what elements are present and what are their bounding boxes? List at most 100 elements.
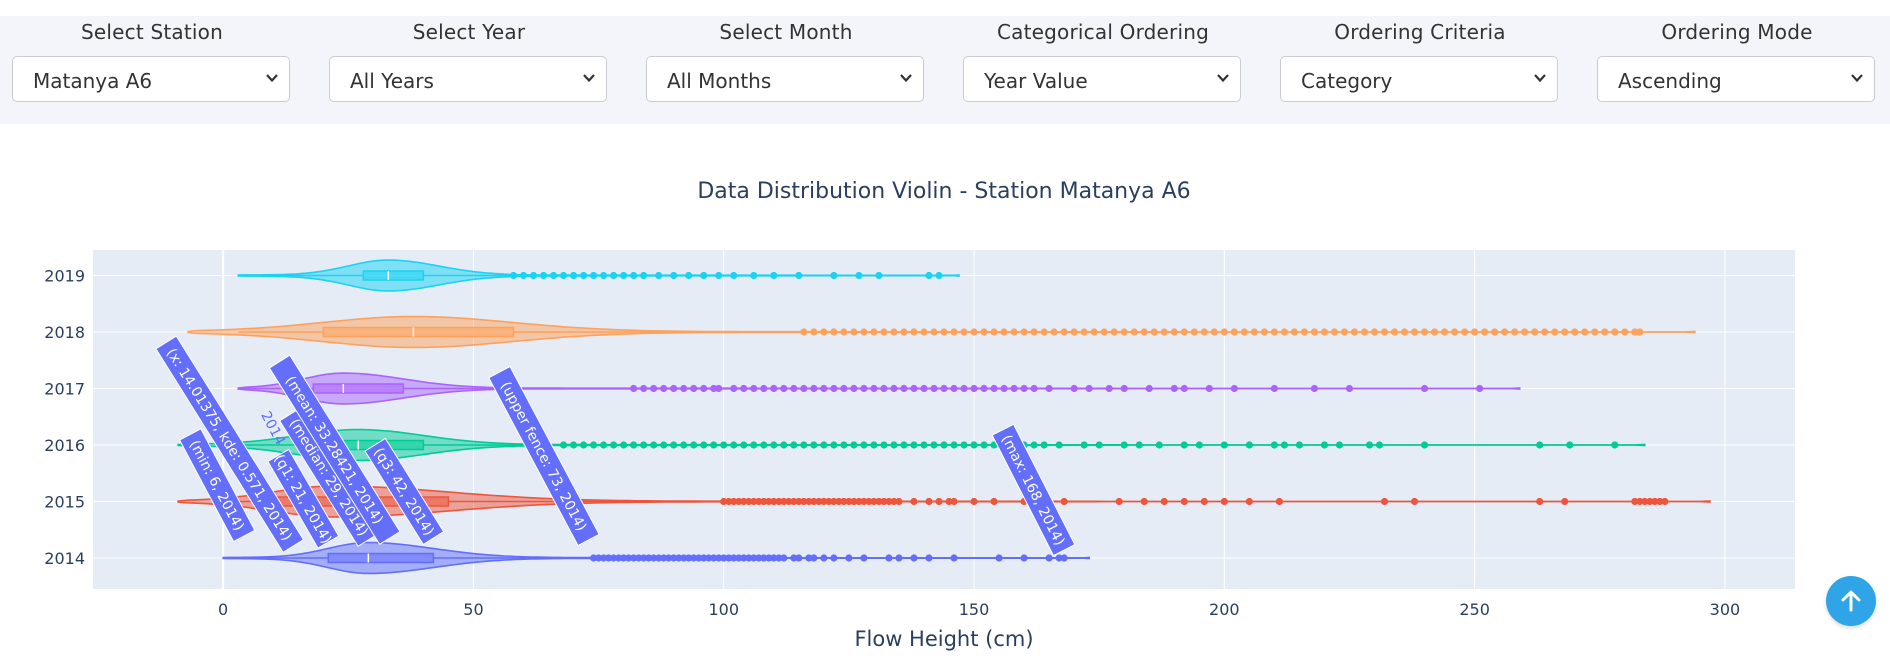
outlier-point: [1000, 328, 1008, 336]
outlier-point: [850, 441, 858, 449]
outlier-point: [1320, 328, 1329, 336]
outlier-point: [509, 271, 518, 280]
outlier-point: [765, 497, 773, 506]
x-tick-label: 250: [1459, 600, 1490, 619]
violins: [177, 259, 1711, 575]
outlier-point: [800, 497, 808, 506]
outlier-point: [760, 441, 768, 449]
outlier-point: [755, 497, 763, 506]
outlier-point: [1511, 328, 1519, 336]
year-select[interactable]: All Years: [329, 56, 607, 102]
outlier-point: [740, 441, 748, 449]
outlier-point: [680, 441, 688, 449]
outlier-point: [1491, 328, 1499, 336]
outlier-point: [1080, 328, 1088, 336]
y-tick-label: 2017: [44, 380, 85, 399]
station-select[interactable]: Matanya A6: [12, 56, 290, 102]
outlier-point: [995, 554, 1003, 562]
outlier-point: [740, 497, 748, 506]
outlier-point: [1380, 497, 1389, 506]
outlier-point: [1205, 384, 1213, 393]
outlier-point: [1330, 328, 1339, 336]
outlier-point: [810, 441, 818, 449]
outlier-point: [1275, 497, 1283, 506]
outlier-point: [600, 554, 608, 562]
chevron-down-icon: [900, 74, 912, 83]
ordering-criteria-select[interactable]: Category: [1280, 56, 1558, 102]
outlier-point: [780, 497, 788, 506]
outlier-point: [625, 554, 633, 562]
outlier-point: [940, 384, 948, 393]
categorical-ordering-value: Year Value: [984, 69, 1088, 93]
outlier-point: [1030, 328, 1038, 336]
outlier-point: [820, 554, 828, 562]
outlier-point: [1360, 328, 1369, 336]
outlier-point: [755, 554, 763, 562]
outlier-point: [690, 384, 698, 393]
station-select-value: Matanya A6: [33, 69, 153, 93]
outlier-point: [970, 328, 978, 336]
scroll-to-top-button[interactable]: [1826, 576, 1876, 626]
outlier-point: [1400, 328, 1409, 336]
outlier-point: [1200, 328, 1208, 336]
chevron-down-icon: [1534, 74, 1546, 83]
outlier-point: [795, 497, 803, 506]
station-filter: Select Station Matanya A6: [12, 16, 292, 124]
box-2019: [362, 270, 425, 281]
outlier-point: [650, 384, 658, 393]
outlier-point: [640, 554, 648, 562]
arrow-up-icon: [1841, 590, 1861, 612]
outlier-point: [730, 497, 738, 506]
categorical-ordering-select[interactable]: Year Value: [963, 56, 1241, 102]
outlier-point: [925, 554, 933, 562]
outlier-point: [710, 554, 718, 562]
outlier-point: [810, 554, 818, 562]
outlier-point: [775, 554, 783, 562]
outlier-point: [610, 441, 618, 449]
outlier-point: [900, 328, 908, 336]
outlier-point: [770, 271, 778, 280]
outlier-point: [1040, 441, 1048, 449]
outlier-point: [1345, 384, 1354, 393]
outlier-point: [1245, 497, 1253, 506]
outlier-point: [1631, 497, 1639, 506]
outlier-point: [855, 497, 863, 506]
month-select[interactable]: All Months: [646, 56, 924, 102]
year-select-value: All Years: [350, 69, 434, 93]
outlier-point: [1120, 441, 1128, 449]
outlier-point: [760, 497, 768, 506]
outlier-point: [1080, 441, 1088, 449]
outlier-point: [785, 497, 793, 506]
outlier-point: [825, 497, 833, 506]
month-filter-label: Select Month: [719, 20, 853, 44]
outlier-point: [660, 554, 668, 562]
outlier-point: [735, 554, 743, 562]
outlier-point: [820, 328, 828, 336]
violin-2017: [237, 372, 1521, 405]
outlier-point: [980, 328, 988, 336]
outlier-point: [935, 497, 943, 506]
outlier-point: [589, 441, 598, 449]
chevron-down-icon: [266, 74, 278, 83]
outlier-point: [1055, 441, 1063, 449]
outlier-point: [1335, 441, 1344, 449]
outlier-point: [1140, 328, 1148, 336]
outlier-point: [610, 554, 618, 562]
outlier-point: [1536, 497, 1544, 506]
outlier-point: [840, 328, 848, 336]
outlier-point: [810, 384, 818, 393]
outlier-point: [895, 497, 903, 506]
outlier-point: [1155, 441, 1163, 449]
outlier-point: [820, 441, 828, 449]
outlier-point: [890, 384, 898, 393]
outlier-point: [1050, 328, 1058, 336]
outlier-point: [1010, 384, 1018, 393]
outlier-point: [1430, 328, 1439, 336]
outlier-point: [690, 441, 698, 449]
hover-label-box: [991, 423, 1076, 557]
x-tick-label: 150: [959, 600, 990, 619]
outlier-point: [845, 554, 853, 562]
outlier-point: [970, 497, 978, 506]
ordering-mode-select[interactable]: Ascending: [1597, 56, 1875, 102]
outlier-point: [820, 384, 828, 393]
